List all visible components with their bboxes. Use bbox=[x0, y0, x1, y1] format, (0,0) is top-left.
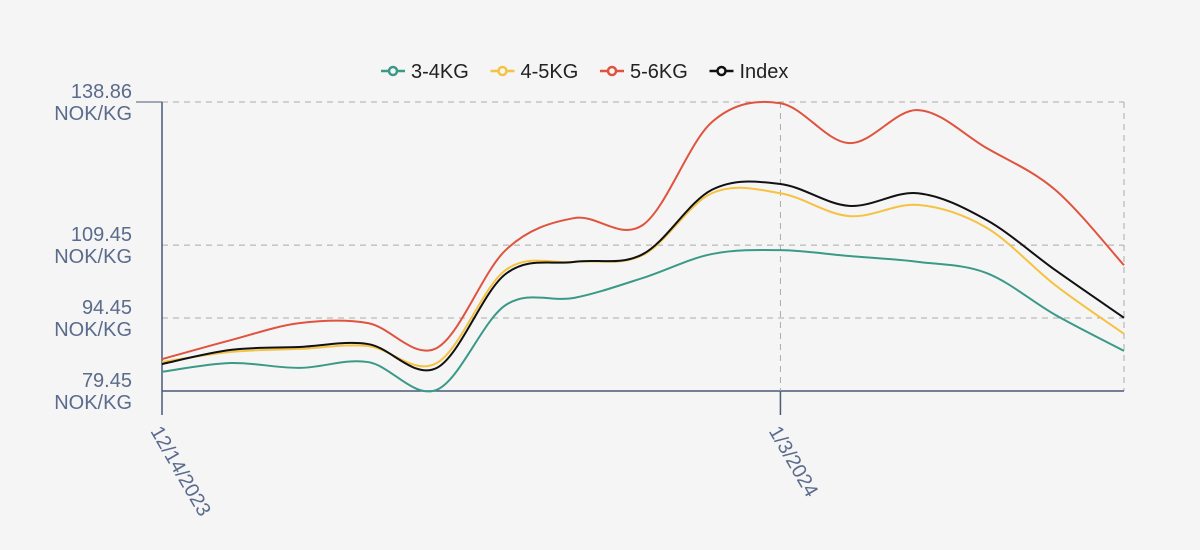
y-tick-label: 94.45 NOK/KG bbox=[54, 297, 132, 341]
legend-label: Index bbox=[740, 61, 789, 83]
x-tick-label: 12/14/2023 bbox=[146, 423, 215, 521]
x-tick-label: 1/3/2024 bbox=[764, 423, 822, 501]
legend-icon bbox=[497, 65, 508, 77]
legend-item: 3-4KG bbox=[381, 61, 469, 83]
legend-label: 4-5KG bbox=[521, 61, 579, 83]
legend-item: 4-5KG bbox=[490, 61, 579, 83]
legend-item: 5-6KG bbox=[600, 61, 688, 83]
y-tick-label: 79.45 NOK/KG bbox=[54, 370, 132, 414]
series-line bbox=[161, 249, 1125, 393]
legend-item: Index bbox=[709, 61, 789, 83]
series-line bbox=[161, 100, 1125, 361]
legend-icon bbox=[387, 65, 399, 77]
legend-label: 3-4KG bbox=[411, 61, 469, 83]
legend-icon bbox=[606, 65, 618, 77]
legend-label: 5-6KG bbox=[630, 61, 688, 83]
series-line bbox=[161, 180, 1125, 372]
legend-icon bbox=[716, 65, 727, 77]
y-tick-label: 138.86 NOK/KG bbox=[54, 81, 132, 125]
y-tick-label: 109.45 NOK/KG bbox=[54, 224, 132, 268]
